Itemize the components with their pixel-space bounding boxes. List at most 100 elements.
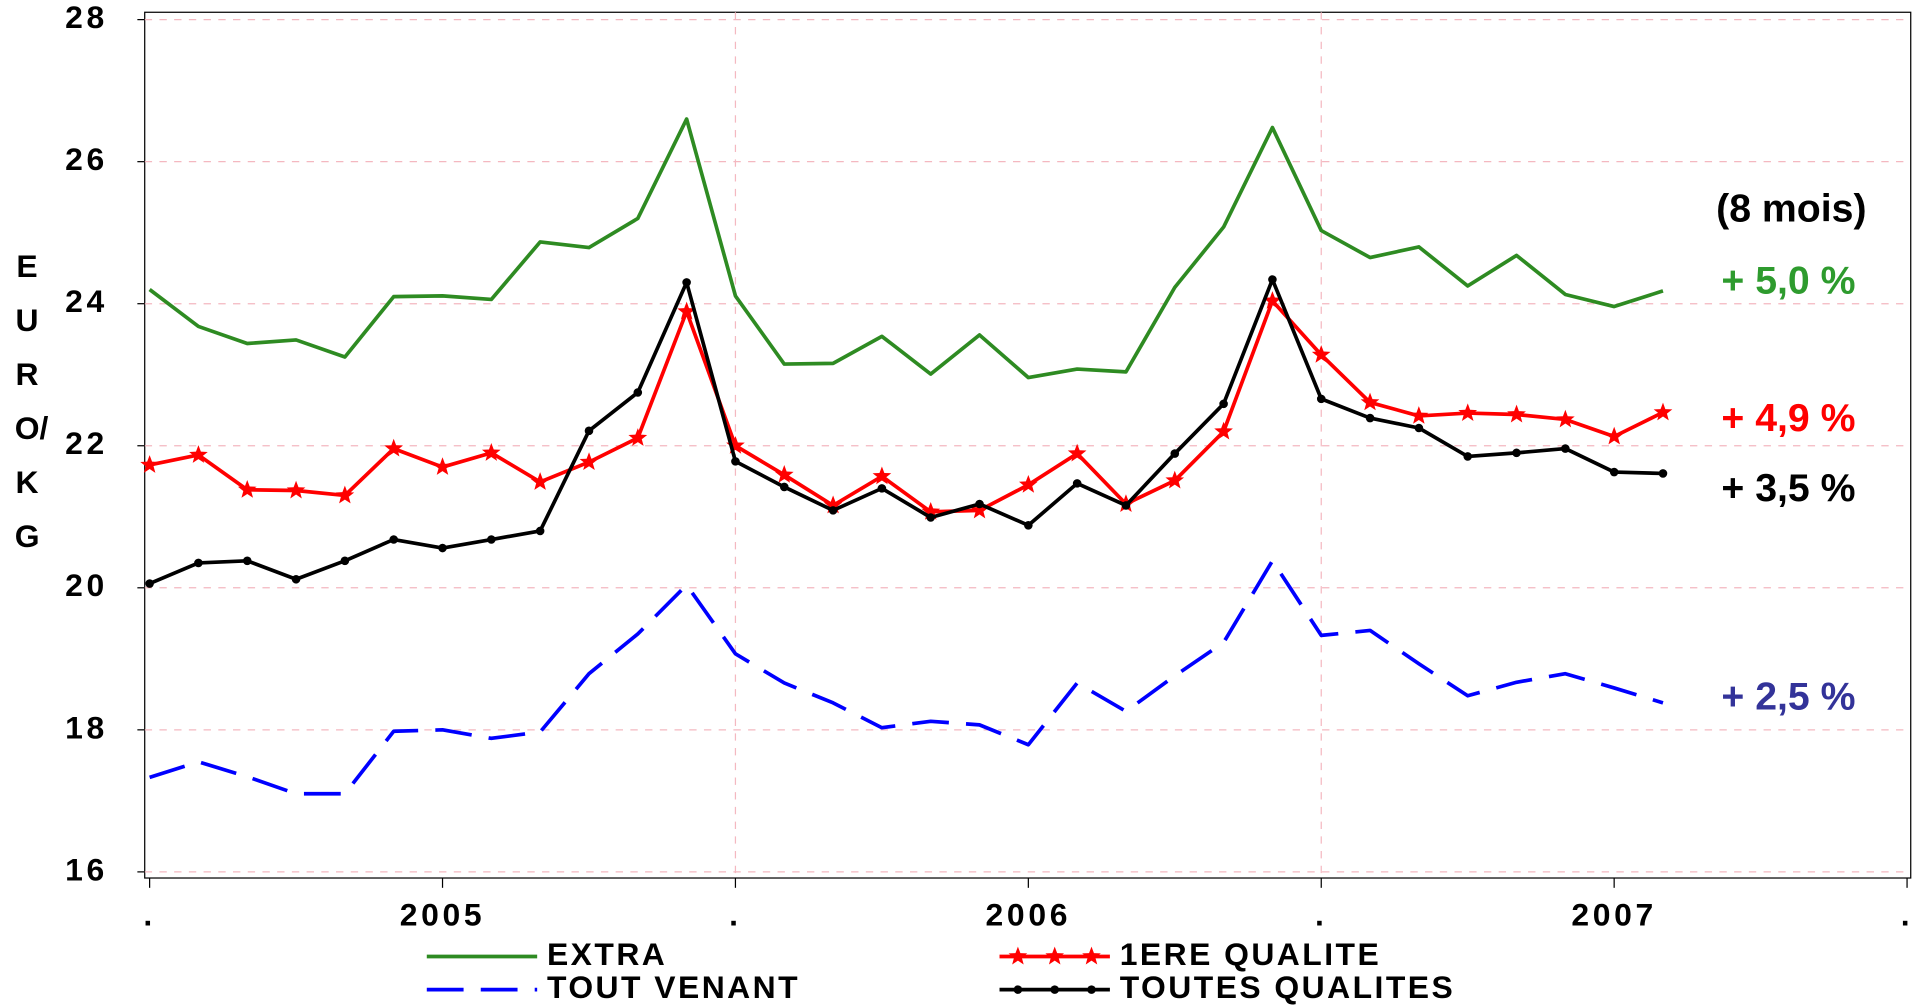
x-tick-label: 2007 bbox=[1571, 897, 1657, 933]
dot-marker bbox=[242, 556, 252, 566]
star-marker bbox=[970, 500, 989, 519]
star-marker bbox=[872, 466, 892, 485]
series-line bbox=[149, 299, 1664, 514]
x-tick-label: . bbox=[1901, 897, 1914, 933]
star-marker bbox=[628, 428, 648, 446]
star-marker bbox=[579, 452, 599, 471]
star-marker bbox=[1556, 409, 1575, 428]
star-marker bbox=[1653, 402, 1673, 421]
star-marker bbox=[286, 480, 306, 499]
star-marker bbox=[677, 301, 696, 320]
dot-marker bbox=[1561, 444, 1570, 453]
star-marker bbox=[1311, 345, 1331, 363]
star-marker bbox=[1067, 443, 1087, 462]
series-line bbox=[148, 277, 1664, 586]
star-marker bbox=[1604, 426, 1624, 445]
legend-marker bbox=[1008, 946, 1028, 965]
dot-marker bbox=[1121, 501, 1131, 510]
dot-marker bbox=[1365, 413, 1375, 423]
series-line bbox=[149, 558, 1664, 796]
annotation: (8 mois) bbox=[1716, 186, 1866, 230]
annotation: + 2,5 % bbox=[1721, 674, 1855, 718]
legend-marker bbox=[1045, 946, 1065, 965]
star-marker bbox=[1019, 475, 1038, 493]
series-line bbox=[148, 117, 1664, 380]
x-tick-label: . bbox=[143, 897, 156, 933]
legend-label: TOUTES QUALITES bbox=[1120, 969, 1456, 1005]
y-tick-label: 26 bbox=[65, 141, 108, 177]
y-tick-label: 28 bbox=[65, 0, 108, 35]
dot-marker bbox=[682, 278, 691, 287]
star-marker bbox=[1263, 291, 1282, 309]
star-marker bbox=[481, 443, 501, 461]
dot-marker bbox=[487, 535, 496, 544]
star-marker bbox=[189, 445, 208, 463]
x-tick-label: 2006 bbox=[986, 897, 1072, 933]
dot-marker bbox=[194, 558, 203, 568]
y-tick-label: 22 bbox=[65, 425, 108, 461]
star-marker bbox=[1507, 404, 1526, 423]
star-marker bbox=[433, 457, 452, 475]
annotation: + 5,0 % bbox=[1721, 259, 1855, 303]
annotation: + 3,5 % bbox=[1721, 466, 1855, 510]
star-marker bbox=[1409, 406, 1429, 424]
x-tick-label: 2005 bbox=[400, 897, 486, 933]
dot-marker bbox=[926, 513, 935, 522]
y-tick-label: 20 bbox=[65, 567, 108, 603]
dot-marker bbox=[145, 579, 154, 588]
dot-marker bbox=[779, 482, 789, 492]
dot-marker bbox=[1219, 399, 1228, 409]
dot-marker bbox=[584, 426, 594, 436]
annotation: + 4,9 % bbox=[1721, 396, 1855, 440]
dot-marker bbox=[1658, 469, 1668, 478]
dot-marker bbox=[291, 574, 301, 584]
star-marker bbox=[1458, 403, 1478, 421]
dot-marker bbox=[828, 506, 838, 515]
y-axis-label: EURO/KG bbox=[14, 247, 49, 555]
star-marker bbox=[921, 502, 941, 520]
dot-marker bbox=[535, 526, 545, 536]
star-marker bbox=[237, 479, 257, 498]
dot-marker bbox=[731, 457, 740, 466]
star-marker bbox=[1165, 470, 1185, 489]
x-tick-label: . bbox=[729, 897, 742, 933]
dot-marker bbox=[1268, 275, 1277, 284]
star-marker bbox=[1360, 392, 1380, 411]
dot-marker bbox=[1316, 394, 1326, 404]
legend-marker bbox=[1013, 985, 1023, 994]
dot-marker bbox=[1609, 467, 1619, 477]
dot-marker bbox=[438, 543, 447, 553]
dot-marker bbox=[877, 484, 887, 493]
dot-marker bbox=[633, 388, 643, 397]
star-marker bbox=[823, 495, 843, 514]
dot-marker bbox=[1463, 452, 1472, 461]
legend-marker bbox=[1087, 985, 1096, 994]
y-label-box: EURO/KG bbox=[14, 247, 49, 555]
legend-label: EXTRA bbox=[547, 936, 667, 972]
star-marker bbox=[335, 485, 355, 504]
y-tick-label: 18 bbox=[65, 709, 108, 745]
dot-marker bbox=[389, 535, 399, 544]
star-marker bbox=[530, 472, 550, 490]
legend-marker bbox=[1082, 946, 1101, 965]
star-marker bbox=[726, 435, 745, 454]
star-marker bbox=[140, 455, 159, 473]
x-tick-label: . bbox=[1315, 897, 1328, 933]
dot-marker bbox=[340, 556, 350, 566]
legend-marker bbox=[1050, 985, 1059, 994]
star-marker bbox=[384, 438, 403, 457]
y-tick-label: 16 bbox=[65, 851, 108, 887]
legend-label: 1ERE QUALITE bbox=[1120, 936, 1381, 972]
star-marker bbox=[774, 465, 794, 483]
dot-marker bbox=[975, 499, 984, 509]
dot-marker bbox=[1170, 449, 1180, 458]
dot-marker bbox=[1024, 521, 1033, 530]
dot-marker bbox=[1414, 423, 1424, 433]
dot-marker bbox=[1072, 479, 1082, 488]
legend-label: TOUT VENANT bbox=[547, 969, 800, 1005]
y-tick-label: 24 bbox=[65, 283, 108, 319]
dot-marker bbox=[1512, 448, 1521, 458]
star-marker bbox=[1214, 421, 1233, 440]
